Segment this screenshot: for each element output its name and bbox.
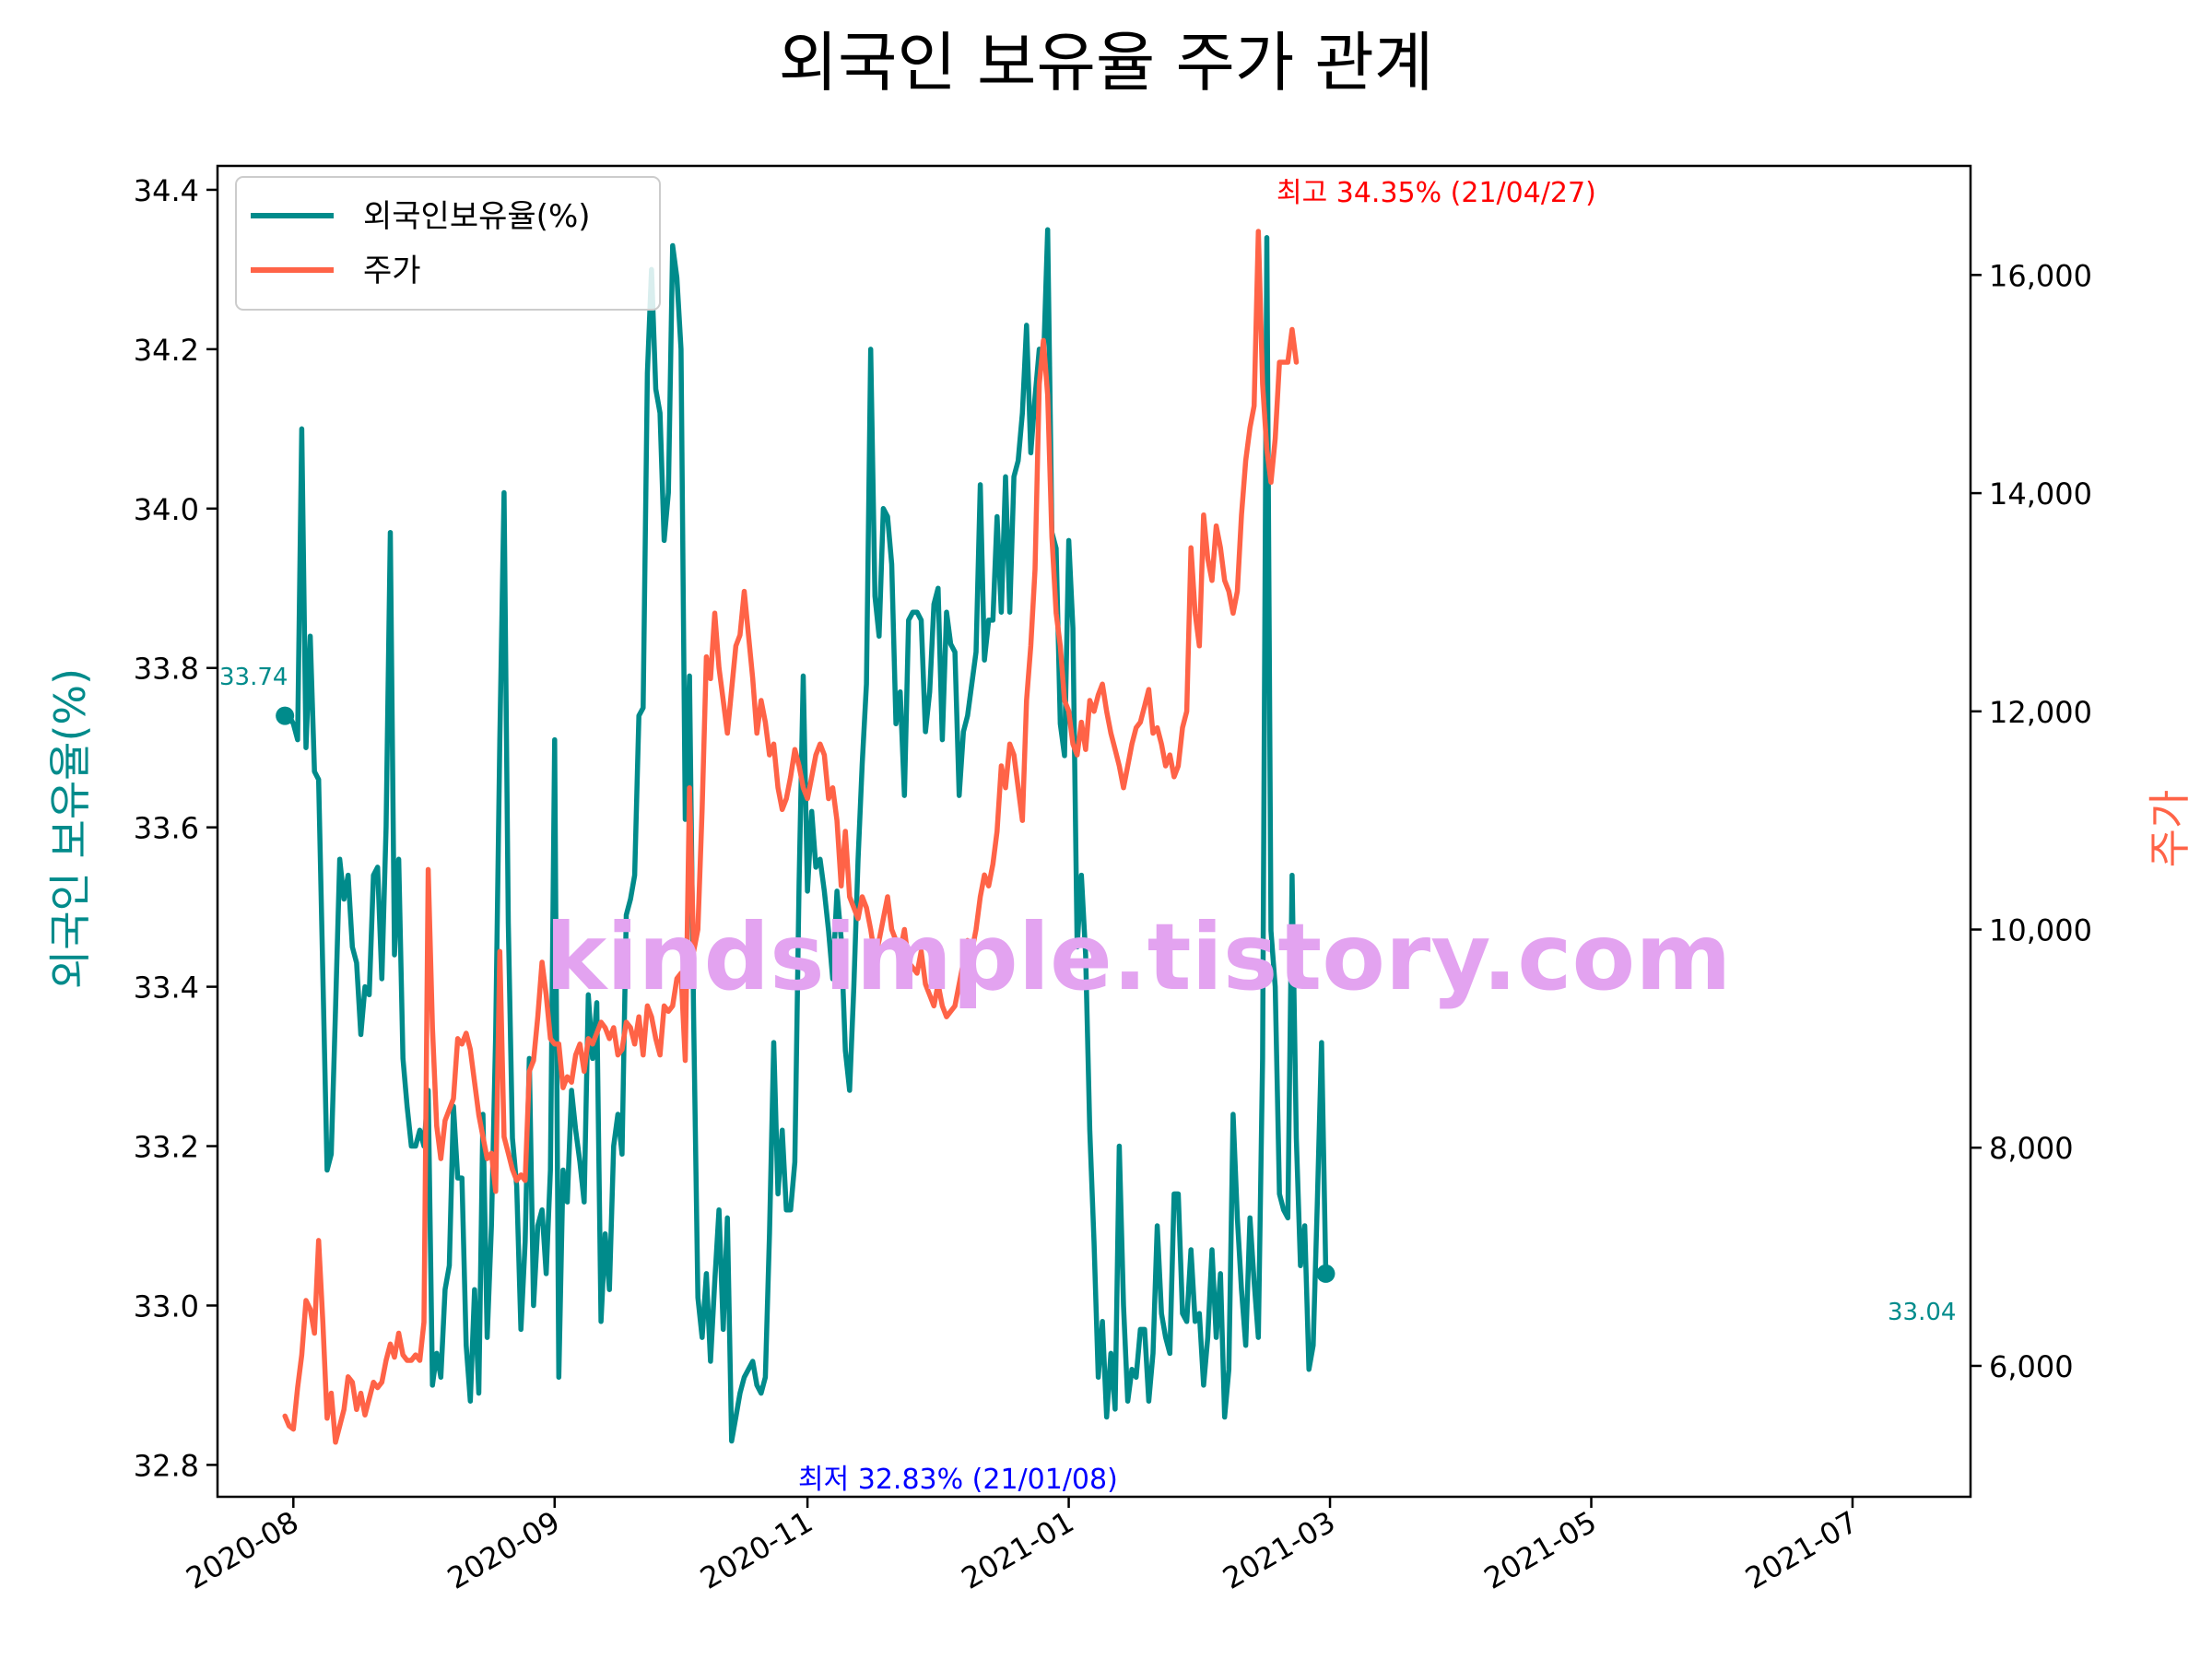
left-tick-label: 33.8 bbox=[134, 652, 199, 687]
left-tick-label: 34.0 bbox=[134, 492, 199, 527]
left-tick-label: 32.8 bbox=[134, 1448, 199, 1483]
left-axis-label: 외국인 보유율(%) bbox=[45, 668, 95, 989]
legend-box bbox=[235, 176, 661, 311]
series-line-holding bbox=[282, 227, 1329, 1444]
right-tick-label: 14,000 bbox=[1989, 477, 2092, 512]
x-tick-label: 2020-09 bbox=[441, 1504, 566, 1596]
x-tick-label: 2020-11 bbox=[694, 1504, 818, 1596]
right-tick-label: 12,000 bbox=[1989, 695, 2092, 730]
left-tick-label: 34.4 bbox=[134, 173, 199, 208]
x-tick-label: 2021-03 bbox=[1217, 1504, 1341, 1596]
x-tick-label: 2021-07 bbox=[1739, 1504, 1864, 1596]
max-annotation: 최고 34.35% (21/04/27) bbox=[1277, 177, 1596, 209]
left-tick-label: 34.2 bbox=[134, 333, 199, 368]
left-tick-label: 33.0 bbox=[134, 1288, 199, 1324]
series-group bbox=[276, 227, 1335, 1445]
legend-label-price: 주가 bbox=[363, 253, 421, 289]
left-tick-label: 33.4 bbox=[134, 971, 199, 1006]
x-tick-label: 2020-08 bbox=[181, 1504, 305, 1596]
x-tick-label: 2021-01 bbox=[956, 1504, 1080, 1596]
x-tick-label: 2021-05 bbox=[1478, 1504, 1603, 1596]
series-line-price bbox=[282, 229, 1300, 1445]
legend-label-holding: 외국인보유율(%) bbox=[363, 198, 591, 235]
right-tick-label: 8,000 bbox=[1989, 1131, 2074, 1166]
end-marker bbox=[1316, 1264, 1335, 1283]
legend: 외국인보유율(%) 주가 bbox=[235, 176, 661, 311]
left-tick-label: 33.2 bbox=[134, 1130, 199, 1165]
min-annotation: 최저 32.83% (21/01/08) bbox=[798, 1464, 1118, 1496]
start-value-label: 33.74 bbox=[219, 664, 288, 691]
watermark: kindsimple.tistory.com bbox=[546, 903, 1732, 1011]
right-tick-label: 6,000 bbox=[1989, 1349, 2074, 1384]
right-axis-label: 주가 bbox=[2145, 790, 2194, 868]
plot-frame bbox=[216, 164, 1972, 1499]
end-value-label: 33.04 bbox=[1888, 1299, 1956, 1326]
chart-title: 외국인 보유율 주가 관계 bbox=[779, 25, 1434, 100]
right-tick-label: 10,000 bbox=[1989, 913, 2092, 948]
start-marker bbox=[276, 706, 295, 725]
right-tick-label: 16,000 bbox=[1989, 258, 2092, 293]
left-tick-label: 33.6 bbox=[134, 811, 199, 846]
